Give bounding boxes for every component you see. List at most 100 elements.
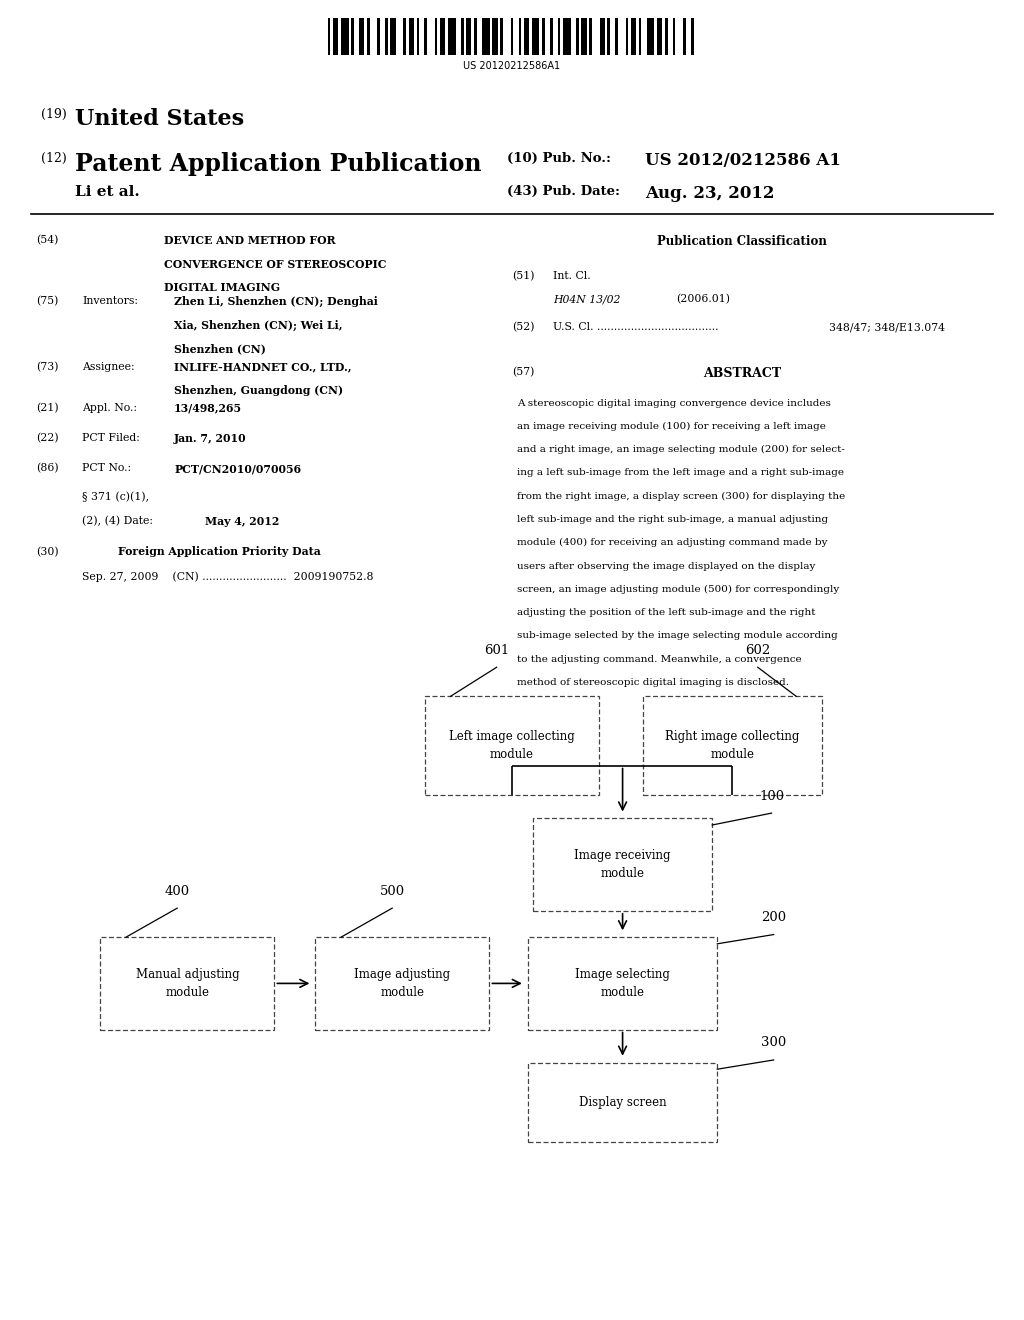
- Bar: [589, 18, 592, 55]
- Text: 200: 200: [761, 911, 786, 924]
- Text: § 371 (c)(1),: § 371 (c)(1),: [82, 492, 150, 503]
- Text: PCT Filed:: PCT Filed:: [82, 433, 140, 444]
- Bar: [333, 18, 338, 55]
- Text: PCT No.:: PCT No.:: [82, 463, 131, 474]
- Text: Manual adjusting
module: Manual adjusting module: [135, 968, 240, 999]
- Text: Appl. No.:: Appl. No.:: [82, 403, 137, 413]
- Text: Aug. 23, 2012: Aug. 23, 2012: [645, 185, 774, 202]
- Text: Foreign Application Priority Data: Foreign Application Priority Data: [118, 546, 321, 557]
- Bar: [501, 18, 503, 55]
- Bar: [447, 18, 456, 55]
- Bar: [563, 18, 570, 55]
- Bar: [409, 18, 414, 55]
- Text: (12): (12): [41, 152, 67, 165]
- Bar: [440, 18, 445, 55]
- Text: (52): (52): [512, 322, 535, 333]
- Text: Assignee:: Assignee:: [82, 362, 134, 372]
- Text: (51): (51): [512, 271, 535, 281]
- Text: (22): (22): [36, 433, 58, 444]
- Bar: [523, 18, 529, 55]
- Text: (57): (57): [512, 367, 535, 378]
- Text: Inventors:: Inventors:: [82, 296, 138, 306]
- Text: DIGITAL IMAGING: DIGITAL IMAGING: [164, 282, 280, 293]
- FancyBboxPatch shape: [528, 937, 717, 1030]
- Text: Display screen: Display screen: [579, 1096, 667, 1109]
- Bar: [600, 18, 605, 55]
- Bar: [417, 18, 419, 55]
- Text: Shenzhen (CN): Shenzhen (CN): [174, 343, 266, 354]
- Text: to the adjusting command. Meanwhile, a convergence: to the adjusting command. Meanwhile, a c…: [517, 655, 802, 664]
- Bar: [518, 18, 521, 55]
- Text: left sub-image and the right sub-image, a manual adjusting: left sub-image and the right sub-image, …: [517, 515, 828, 524]
- Text: (43) Pub. Date:: (43) Pub. Date:: [507, 185, 620, 198]
- Text: (75): (75): [36, 296, 58, 306]
- Text: Publication Classification: Publication Classification: [657, 235, 827, 248]
- Bar: [615, 18, 617, 55]
- Text: (30): (30): [36, 546, 58, 557]
- Bar: [683, 18, 686, 55]
- Bar: [351, 18, 354, 55]
- Bar: [367, 18, 370, 55]
- Text: (86): (86): [36, 463, 58, 474]
- Text: 300: 300: [761, 1036, 786, 1049]
- Bar: [385, 18, 388, 55]
- Text: Image receiving
module: Image receiving module: [574, 849, 671, 880]
- Text: Zhen Li, Shenzhen (CN); Denghai: Zhen Li, Shenzhen (CN); Denghai: [174, 296, 378, 306]
- FancyBboxPatch shape: [528, 1063, 717, 1142]
- Text: 348/47; 348/E13.074: 348/47; 348/E13.074: [829, 322, 945, 333]
- Bar: [626, 18, 629, 55]
- FancyBboxPatch shape: [315, 937, 489, 1030]
- Text: from the right image, a display screen (300) for displaying the: from the right image, a display screen (…: [517, 492, 846, 500]
- Bar: [461, 18, 464, 55]
- Text: 400: 400: [165, 884, 189, 898]
- Text: (10) Pub. No.:: (10) Pub. No.:: [507, 152, 611, 165]
- Text: Patent Application Publication: Patent Application Publication: [75, 152, 481, 176]
- Bar: [482, 18, 489, 55]
- Text: INLIFE-HANDNET CO., LTD.,: INLIFE-HANDNET CO., LTD.,: [174, 362, 351, 372]
- Bar: [582, 18, 587, 55]
- Bar: [639, 18, 641, 55]
- Bar: [646, 18, 654, 55]
- Bar: [511, 18, 513, 55]
- Bar: [341, 18, 348, 55]
- Text: U.S. Cl. ....................................: U.S. Cl. ...............................…: [553, 322, 719, 333]
- Text: and a right image, an image selecting module (200) for select-: and a right image, an image selecting mo…: [517, 445, 845, 454]
- Text: Shenzhen, Guangdong (CN): Shenzhen, Guangdong (CN): [174, 385, 343, 396]
- Bar: [474, 18, 477, 55]
- Bar: [607, 18, 610, 55]
- Text: ing a left sub-image from the left image and a right sub-image: ing a left sub-image from the left image…: [517, 469, 844, 478]
- Text: Image selecting
module: Image selecting module: [575, 968, 670, 999]
- Text: (54): (54): [36, 235, 58, 246]
- Text: (2), (4) Date:: (2), (4) Date:: [82, 516, 153, 527]
- Text: DEVICE AND METHOD FOR: DEVICE AND METHOD FOR: [164, 235, 336, 246]
- Text: CONVERGENCE OF STEREOSCOPIC: CONVERGENCE OF STEREOSCOPIC: [164, 259, 386, 269]
- Bar: [673, 18, 676, 55]
- Bar: [577, 18, 579, 55]
- Text: Left image collecting
module: Left image collecting module: [450, 730, 574, 762]
- Text: adjusting the position of the left sub-image and the right: adjusting the position of the left sub-i…: [517, 609, 816, 618]
- Text: US 2012/0212586 A1: US 2012/0212586 A1: [645, 152, 841, 169]
- Bar: [558, 18, 560, 55]
- Text: H04N 13/02: H04N 13/02: [553, 294, 621, 305]
- Bar: [390, 18, 395, 55]
- Text: Image adjusting
module: Image adjusting module: [354, 968, 451, 999]
- Text: United States: United States: [75, 108, 244, 131]
- Text: 500: 500: [380, 884, 404, 898]
- Bar: [328, 18, 331, 55]
- Bar: [665, 18, 668, 55]
- Text: 13/498,265: 13/498,265: [174, 403, 243, 413]
- Text: PCT/CN2010/070056: PCT/CN2010/070056: [174, 463, 301, 474]
- Text: method of stereoscopic digital imaging is disclosed.: method of stereoscopic digital imaging i…: [517, 678, 790, 686]
- Text: (73): (73): [36, 362, 58, 372]
- Text: (2006.01): (2006.01): [676, 294, 730, 305]
- Bar: [435, 18, 437, 55]
- FancyBboxPatch shape: [643, 697, 821, 795]
- Bar: [657, 18, 663, 55]
- Bar: [542, 18, 545, 55]
- Bar: [424, 18, 427, 55]
- Text: Int. Cl.: Int. Cl.: [553, 271, 591, 281]
- Text: screen, an image adjusting module (500) for correspondingly: screen, an image adjusting module (500) …: [517, 585, 840, 594]
- Text: 100: 100: [759, 789, 784, 803]
- Text: 602: 602: [745, 644, 770, 657]
- Text: Li et al.: Li et al.: [75, 185, 139, 199]
